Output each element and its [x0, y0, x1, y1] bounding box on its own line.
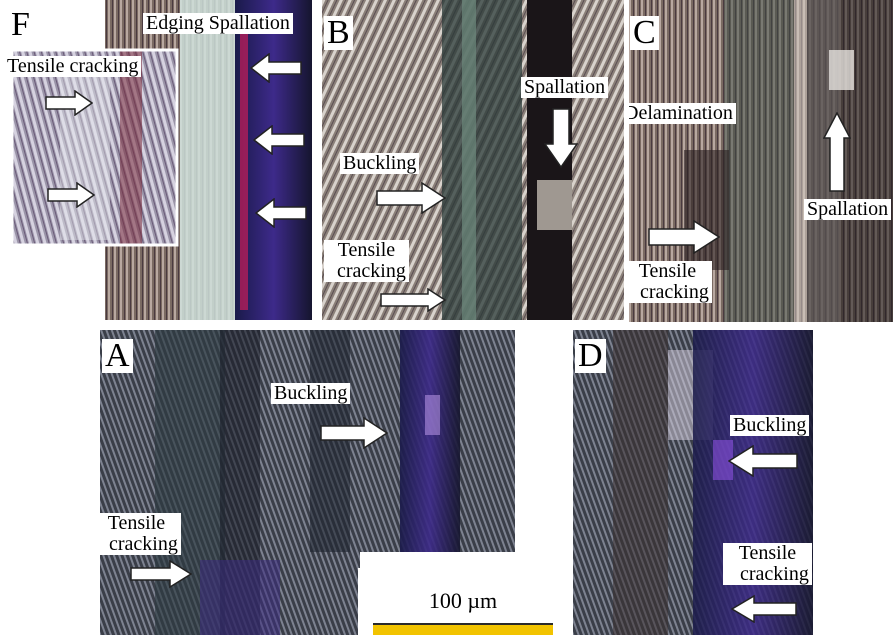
left-arrow-icon [731, 595, 797, 623]
panel-F: F Edging Spallation Tensile cracking [0, 0, 312, 320]
right-arrow-icon [130, 560, 192, 588]
tensile-cracking-annotation-B: Tensile cracking [324, 240, 409, 282]
tensile-cracking-annotation-F: Tensile cracking [4, 56, 142, 77]
tensile-cracking-annotation-C: Tensile cracking [629, 261, 712, 303]
tensile-label-line2: cracking [640, 281, 709, 303]
scale-bar-line [373, 623, 553, 635]
left-arrow-icon [728, 445, 798, 477]
panel-D: D Buckling Tensile cracking [573, 330, 813, 635]
buckling-annotation-B: Buckling [340, 153, 420, 174]
panel-B-label: B [324, 16, 353, 50]
panel-A-micrograph [100, 330, 515, 635]
delamination-annotation: Delamination [629, 103, 736, 124]
up-arrow-icon [823, 112, 851, 192]
spallation-annotation-B: Spallation [521, 77, 609, 98]
tensile-label-line2: cracking [337, 260, 406, 282]
tensile-label-line1: Tensile [107, 512, 166, 534]
panel-A: A Buckling Tensile cracking [100, 330, 515, 635]
right-arrow-icon [648, 220, 720, 254]
edging-spallation-annotation: Edging Spallation [143, 13, 293, 34]
panel-B: B Spallation Buckling Tensile cracking [322, 0, 624, 320]
panel-F-micrograph [0, 0, 312, 320]
tensile-cracking-annotation-D: Tensile cracking [723, 543, 812, 585]
right-arrow-icon [320, 417, 388, 449]
panel-D-label: D [575, 339, 606, 373]
buckling-annotation-D: Buckling [730, 415, 810, 436]
tensile-label-line1: Tensile [638, 260, 697, 282]
panel-C: C Delamination Spallation Tensile cracki… [629, 0, 893, 322]
tensile-label-line1: Tensile [337, 239, 396, 261]
tensile-label-line1: Tensile [738, 542, 797, 564]
panel-F-label: F [8, 8, 33, 42]
down-arrow-icon [544, 108, 578, 168]
panel-C-label: C [630, 16, 659, 50]
right-arrow-icon [376, 182, 446, 214]
left-arrow-icon [255, 198, 307, 228]
left-arrow-icon [253, 125, 305, 155]
panel-A-label: A [102, 339, 133, 373]
tensile-label-line2: cracking [740, 563, 809, 585]
right-arrow-icon [47, 182, 95, 208]
tensile-label-line2: cracking [109, 533, 178, 555]
left-arrow-icon [250, 53, 302, 83]
scale-bar-label: 100 µm [428, 588, 498, 613]
scale-bar: 100 µm [358, 568, 568, 635]
panel-D-micrograph [573, 330, 813, 635]
buckling-annotation-A: Buckling [271, 383, 351, 404]
panel-C-micrograph [629, 0, 893, 322]
right-arrow-icon [45, 90, 93, 116]
tensile-cracking-annotation-A: Tensile cracking [100, 513, 181, 555]
spallation-annotation-C: Spallation [804, 199, 892, 220]
right-arrow-icon [380, 288, 446, 312]
